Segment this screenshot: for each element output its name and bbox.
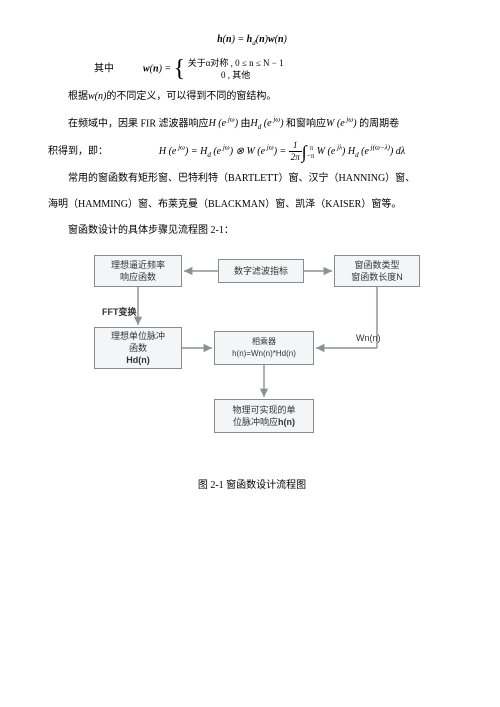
flowchart-caption: 图 2-1 窗函数设计流程图 bbox=[48, 476, 456, 491]
flowchart: 理想逼近频率响应函数 数字滤波指标 窗函数类型窗函数长度N 理想单位脉冲函数Hd… bbox=[76, 249, 428, 464]
para-1: 根据w(n)的不同定义，可以得到不同的窗结构。 bbox=[48, 87, 456, 107]
para-4: 常用的窗函数有矩形窗、巴特利特（BARTLETT）窗、汉宁（HANNING）窗、 bbox=[48, 169, 456, 189]
node-realizable-hn: 物理可实现的单位脉冲响应h(n) bbox=[214, 399, 314, 433]
node-ideal-freq-response: 理想逼近频率响应函数 bbox=[94, 255, 182, 287]
convolution-formula: H (e jω) = Hd (e jω) ⊗ W (e jω) = 12π∫ π… bbox=[108, 140, 456, 163]
label-wn: Wn(n) bbox=[356, 333, 381, 343]
para-5: 海明（HAMMING）窗、布莱克曼（BLACKMAN）窗、凯泽（KAISER）窗… bbox=[48, 195, 456, 215]
node-multiplier: 相乘器h(n)=Wn(n)*Hd(n) bbox=[214, 331, 314, 365]
piecewise-cases: 关于α对称 , 0 ≤ n ≤ N − 1 0 , 其他 bbox=[188, 57, 284, 81]
node-window-type-length: 窗函数类型窗函数长度N bbox=[334, 255, 420, 287]
equation-main: h(n) = hd(n)w(n) bbox=[48, 34, 456, 47]
node-ideal-impulse-hd: 理想单位脉冲函数Hd(n) bbox=[94, 327, 182, 369]
label-fft: FFT变换 bbox=[102, 305, 137, 318]
eq1: h(n) = hd(n)w(n) bbox=[217, 34, 287, 45]
para-2: 在频域中，因果 FIR 滤波器响应H (e jω) 由Hd (e jω) 和窗响… bbox=[48, 113, 456, 134]
node-digital-filter-spec: 数字滤波指标 bbox=[218, 259, 304, 283]
para-6: 窗函数设计的具体步骤见流程图 2-1： bbox=[48, 221, 456, 241]
piecewise-lhs: w(n) = bbox=[143, 63, 174, 74]
brace-icon: { bbox=[174, 60, 186, 78]
para-3: 积得到，即： H (e jω) = Hd (e jω) ⊗ W (e jω) =… bbox=[48, 140, 456, 163]
piecewise-row: 其中 w(n) = { 关于α对称 , 0 ≤ n ≤ N − 1 0 , 其他 bbox=[48, 57, 456, 81]
piecewise-prefix: 其中 bbox=[94, 63, 114, 74]
